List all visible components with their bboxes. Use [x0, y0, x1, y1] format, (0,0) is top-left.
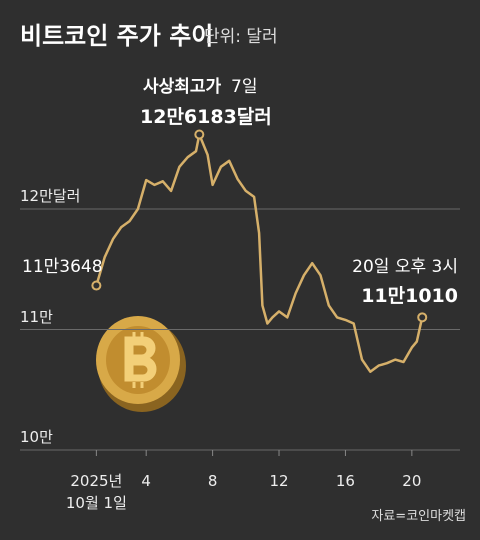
annotation: 사상최고가 — [143, 77, 222, 97]
point-marker — [91, 280, 102, 291]
source: 자료=코인마켓캡 — [371, 509, 466, 524]
y-tick-label: 12만달러 — [20, 187, 81, 205]
chart-title: 비트코인 주가 추이 — [20, 22, 214, 50]
x-tick-label: 16 — [335, 472, 355, 490]
point-marker — [417, 312, 428, 323]
x-tick-label: 8 — [207, 472, 218, 490]
value-label: 11만3648 — [22, 257, 103, 277]
value-label: 12만6183달러 — [140, 106, 272, 128]
x-tick-label: 4 — [141, 472, 151, 490]
subtitle: 단위: 달러 — [204, 27, 278, 47]
x-tick-label: 12 — [269, 472, 289, 490]
x-tick-label: 2025년 10월 1일 — [65, 472, 127, 512]
price-line — [95, 133, 424, 373]
annotation: 7일 — [231, 77, 258, 97]
coin-icon — [96, 316, 186, 412]
y-tick-label: 11만 — [20, 307, 53, 326]
value-label: 11만1010 — [361, 285, 458, 307]
annotation: 20일 오후 3시 — [352, 257, 458, 277]
x-tick-label: 20 — [402, 472, 422, 490]
y-tick-label: 10만 — [20, 428, 53, 446]
point-marker — [194, 129, 205, 140]
